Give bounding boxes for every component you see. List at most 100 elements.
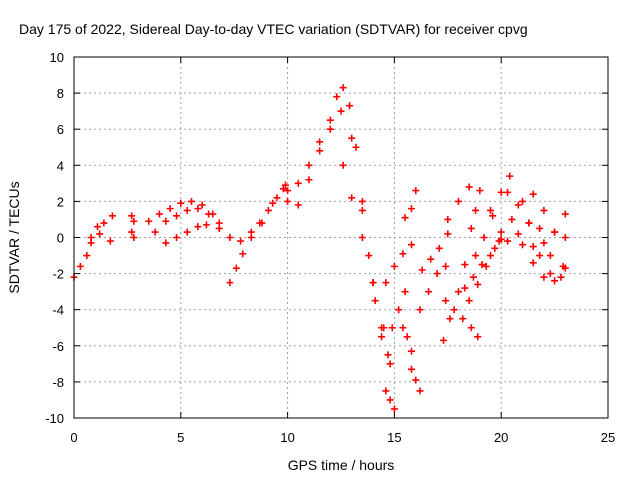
series-sat-f	[145, 197, 217, 225]
data-point	[514, 201, 522, 209]
data-point	[472, 206, 480, 214]
data-point	[294, 179, 302, 187]
series-sat-i	[226, 250, 247, 287]
data-point	[226, 234, 234, 241]
x-tick-label: 10	[280, 430, 294, 445]
data-point	[384, 351, 392, 359]
data-point	[461, 261, 469, 269]
series-sat-a	[70, 252, 91, 281]
data-point	[418, 266, 426, 274]
data-point	[316, 147, 324, 155]
data-point	[536, 224, 544, 232]
data-point	[358, 234, 366, 241]
data-point	[529, 259, 537, 267]
x-axis-label: GPS time / hours	[288, 457, 395, 473]
data-point	[427, 255, 435, 263]
data-point	[333, 93, 341, 101]
data-point	[380, 324, 388, 332]
axis-ticks: 0 5 10 15 20 25 -10 -8 -6 -4 -2 0 2 4 6 8 10	[45, 50, 615, 445]
series-sat-s	[399, 324, 415, 355]
data-point	[529, 190, 537, 198]
data-point	[540, 239, 548, 247]
data-point	[497, 228, 505, 236]
data-point	[476, 187, 484, 195]
data-point	[467, 324, 475, 332]
series-sat-r	[401, 187, 420, 222]
data-point	[551, 228, 559, 236]
data-point	[386, 360, 394, 368]
data-point	[358, 206, 366, 214]
data-point	[348, 194, 356, 202]
series-sat-k	[247, 181, 289, 236]
series-sat-c	[87, 230, 114, 247]
x-tick-label: 15	[387, 430, 401, 445]
data-point	[390, 405, 398, 413]
data-point	[279, 185, 287, 193]
data-point	[155, 210, 163, 218]
data-point	[435, 244, 443, 252]
series-sat-j	[226, 185, 287, 245]
data-point	[487, 252, 495, 260]
data-point	[294, 201, 302, 209]
data-point	[478, 261, 486, 269]
y-tick-label: 0	[57, 231, 64, 246]
series-sat-g	[151, 205, 223, 236]
data-point	[166, 205, 174, 213]
data-point	[561, 264, 569, 272]
data-point	[183, 228, 191, 236]
x-tick-label: 5	[177, 430, 184, 445]
data-point	[100, 219, 108, 227]
data-point	[561, 210, 569, 218]
data-point	[386, 396, 394, 404]
series-sat-e	[128, 228, 138, 241]
series-sat-t	[407, 365, 424, 395]
series-sat-ab	[472, 172, 514, 260]
data-point	[187, 197, 195, 205]
series-sat-ag	[529, 210, 569, 251]
data-point	[348, 134, 356, 142]
data-point	[525, 219, 533, 227]
data-point	[508, 215, 516, 223]
data-point	[87, 239, 95, 247]
data-point	[337, 107, 345, 115]
data-point	[399, 324, 407, 332]
data-point	[215, 224, 223, 232]
x-tick-label: 20	[494, 430, 508, 445]
data-point	[264, 206, 272, 214]
data-point	[399, 250, 407, 258]
data-point	[183, 206, 191, 214]
data-point	[284, 187, 292, 195]
data-point	[536, 252, 544, 260]
series-sat-p	[388, 288, 409, 332]
data-point	[416, 306, 424, 314]
y-tick-label: 6	[57, 122, 64, 137]
series-sat-d	[128, 212, 138, 225]
data-point	[390, 262, 398, 270]
data-point	[83, 252, 91, 260]
data-point	[226, 279, 234, 287]
series-sat-ac	[504, 188, 565, 281]
data-point	[162, 217, 170, 225]
data-point	[454, 197, 462, 205]
x-tick-label: 0	[70, 430, 77, 445]
data-point	[433, 270, 441, 278]
data-point	[395, 306, 403, 314]
data-point	[557, 273, 565, 281]
data-point	[378, 333, 386, 341]
data-point	[425, 288, 433, 296]
data-point	[474, 333, 482, 341]
data-point	[469, 273, 477, 281]
data-point	[442, 297, 450, 305]
data-point	[352, 143, 360, 151]
data-point	[305, 161, 313, 169]
data-point	[151, 228, 159, 236]
data-point	[194, 205, 202, 213]
data-point	[173, 234, 181, 241]
data-point	[326, 125, 334, 133]
data-point	[269, 199, 277, 207]
data-point	[108, 212, 116, 220]
data-point	[316, 138, 324, 146]
x-tick-label: 25	[601, 430, 615, 445]
data-point	[529, 243, 537, 251]
